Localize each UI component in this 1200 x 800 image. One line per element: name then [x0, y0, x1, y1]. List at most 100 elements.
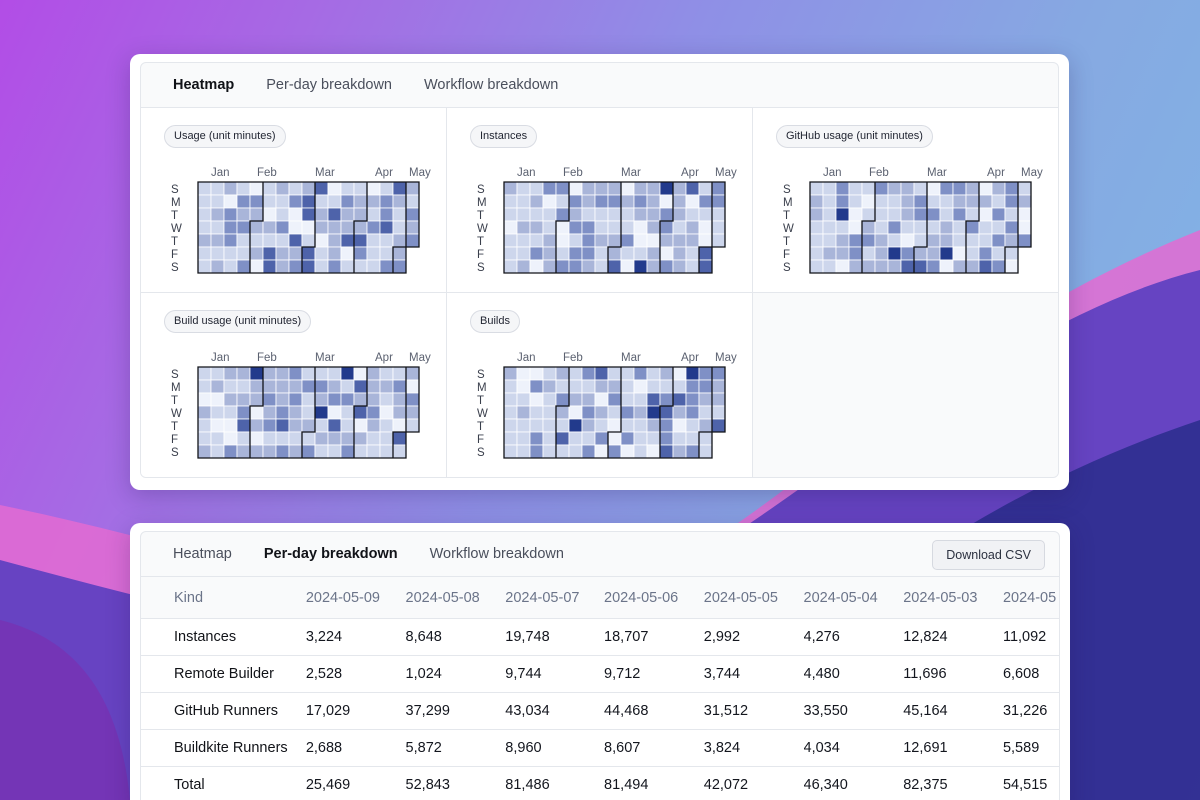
heatmap-cell[interactable]: [275, 418, 290, 433]
heatmap-cell[interactable]: [301, 220, 316, 235]
heatmap-cell[interactable]: [874, 207, 889, 222]
heatmap-cell[interactable]: [555, 379, 570, 394]
heatmap-cell[interactable]: [210, 379, 225, 394]
heatmap-cell[interactable]: [698, 220, 713, 235]
heatmap-cell[interactable]: [340, 431, 355, 446]
heatmap-cell[interactable]: [366, 366, 381, 381]
heatmap-cell[interactable]: [516, 181, 531, 196]
heatmap-cell[interactable]: [340, 392, 355, 407]
heatmap-cell[interactable]: [379, 392, 394, 407]
heatmap-cell[interactable]: [952, 246, 967, 261]
heatmap-cell[interactable]: [581, 259, 596, 274]
heatmap-cell[interactable]: [405, 233, 420, 248]
heatmap-cell[interactable]: [392, 379, 407, 394]
heatmap-cell[interactable]: [646, 194, 661, 209]
heatmap-cell[interactable]: [952, 181, 967, 196]
heatmap-cell[interactable]: [965, 233, 980, 248]
heatmap-cell[interactable]: [620, 233, 635, 248]
heatmap-cell[interactable]: [197, 220, 212, 235]
heatmap-cell[interactable]: [223, 207, 238, 222]
heatmap-cell[interactable]: [659, 418, 674, 433]
heatmap-cell[interactable]: [353, 246, 368, 261]
heatmap-cell[interactable]: [405, 207, 420, 222]
heatmap-cell[interactable]: [822, 181, 837, 196]
heatmap-cell[interactable]: [1004, 181, 1019, 196]
heatmap-cell[interactable]: [939, 259, 954, 274]
heatmap-cell[interactable]: [672, 233, 687, 248]
heatmap-cell[interactable]: [900, 207, 915, 222]
heatmap-cell[interactable]: [822, 246, 837, 261]
heatmap-cell[interactable]: [633, 379, 648, 394]
heatmap-cell[interactable]: [236, 392, 251, 407]
heatmap-cell[interactable]: [594, 246, 609, 261]
heatmap-cell[interactable]: [223, 194, 238, 209]
heatmap-cell[interactable]: [1017, 194, 1032, 209]
heatmap-cell[interactable]: [353, 379, 368, 394]
heatmap-cell[interactable]: [392, 194, 407, 209]
heatmap-cell[interactable]: [848, 246, 863, 261]
heatmap-cell[interactable]: [405, 220, 420, 235]
heatmap-cell[interactable]: [288, 431, 303, 446]
heatmap-cell[interactable]: [236, 259, 251, 274]
heatmap-cell[interactable]: [503, 246, 518, 261]
heatmap-cell[interactable]: [939, 207, 954, 222]
heatmap-cell[interactable]: [340, 207, 355, 222]
heatmap-cell[interactable]: [249, 431, 264, 446]
heatmap-cell[interactable]: [327, 259, 342, 274]
heatmap-cell[interactable]: [236, 220, 251, 235]
column-header[interactable]: 2024-05-07: [505, 578, 605, 618]
heatmap-cell[interactable]: [952, 220, 967, 235]
heatmap-cell[interactable]: [672, 392, 687, 407]
heatmap-cell[interactable]: [392, 181, 407, 196]
heatmap-cell[interactable]: [288, 194, 303, 209]
heatmap-cell[interactable]: [698, 194, 713, 209]
heatmap-cell[interactable]: [210, 259, 225, 274]
heatmap-cell[interactable]: [835, 233, 850, 248]
heatmap-cell[interactable]: [223, 246, 238, 261]
heatmap-cell[interactable]: [197, 246, 212, 261]
heatmap-cell[interactable]: [620, 181, 635, 196]
heatmap-cell[interactable]: [301, 181, 316, 196]
heatmap-cell[interactable]: [711, 207, 726, 222]
heatmap-cell[interactable]: [568, 181, 583, 196]
heatmap-cell[interactable]: [952, 233, 967, 248]
heatmap-cell[interactable]: [529, 418, 544, 433]
column-header[interactable]: 2024-05-09: [305, 578, 406, 618]
tab-heatmap[interactable]: Heatmap: [173, 77, 235, 93]
heatmap-cell[interactable]: [529, 233, 544, 248]
heatmap-cell[interactable]: [340, 246, 355, 261]
heatmap-cell[interactable]: [555, 207, 570, 222]
heatmap-cell[interactable]: [568, 194, 583, 209]
heatmap-cell[interactable]: [607, 246, 622, 261]
heatmap-cell[interactable]: [340, 233, 355, 248]
heatmap-cell[interactable]: [555, 431, 570, 446]
heatmap-cell[interactable]: [275, 194, 290, 209]
column-header[interactable]: 2024-05: [1002, 578, 1059, 618]
heatmap-cell[interactable]: [581, 431, 596, 446]
heatmap-cell[interactable]: [646, 259, 661, 274]
heatmap-cell[interactable]: [392, 246, 407, 261]
heatmap-cell[interactable]: [874, 233, 889, 248]
heatmap-cell[interactable]: [594, 418, 609, 433]
heatmap-cell[interactable]: [327, 379, 342, 394]
heatmap-cell[interactable]: [210, 207, 225, 222]
heatmap-cell[interactable]: [659, 233, 674, 248]
heatmap-cell[interactable]: [392, 259, 407, 274]
heatmap-cell[interactable]: [405, 366, 420, 381]
heatmap-cell[interactable]: [275, 366, 290, 381]
heatmap-cell[interactable]: [861, 246, 876, 261]
heatmap-cell[interactable]: [581, 220, 596, 235]
heatmap-cell[interactable]: [978, 207, 993, 222]
heatmap-cell[interactable]: [353, 431, 368, 446]
heatmap-cell[interactable]: [965, 259, 980, 274]
heatmap-cell[interactable]: [809, 220, 824, 235]
tab-heatmap[interactable]: Heatmap: [173, 546, 232, 562]
heatmap-cell[interactable]: [581, 444, 596, 459]
heatmap-cell[interactable]: [633, 418, 648, 433]
heatmap-cell[interactable]: [340, 405, 355, 420]
heatmap-cell[interactable]: [236, 233, 251, 248]
heatmap-cell[interactable]: [646, 246, 661, 261]
heatmap-cell[interactable]: [542, 431, 557, 446]
heatmap-cell[interactable]: [301, 444, 316, 459]
heatmap-cell[interactable]: [210, 418, 225, 433]
